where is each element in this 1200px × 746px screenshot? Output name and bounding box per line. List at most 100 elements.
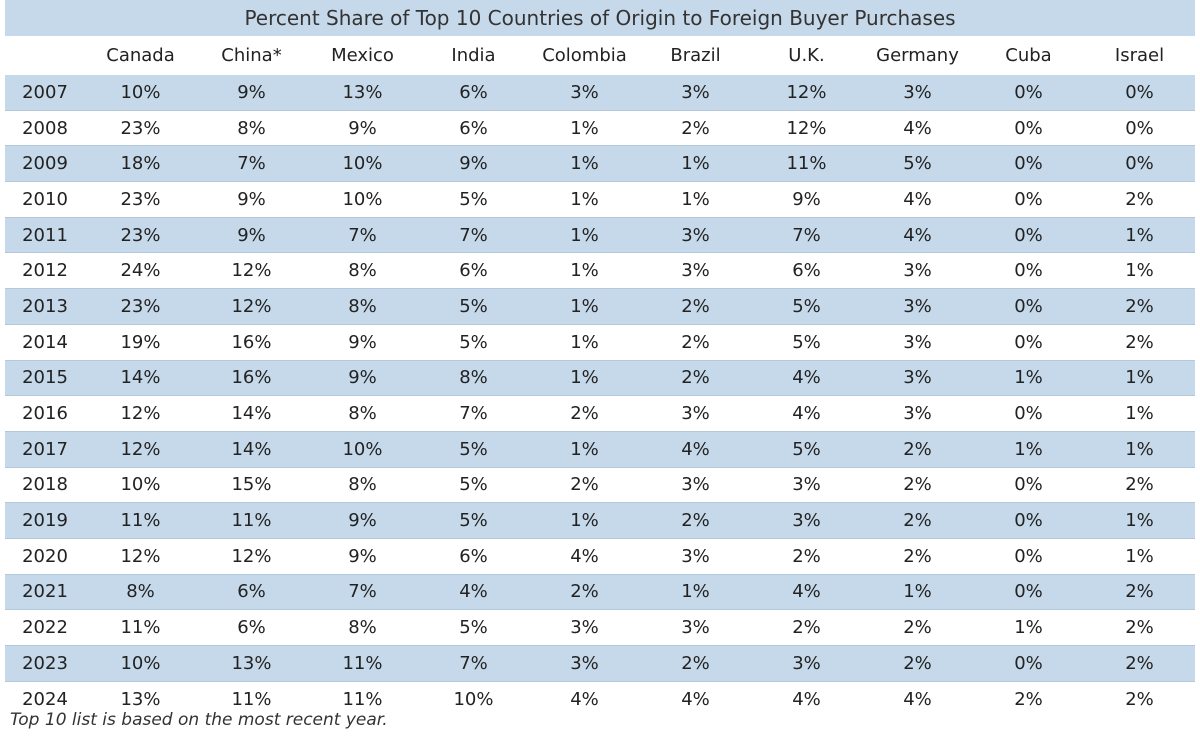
year-cell: 2018 xyxy=(5,467,85,504)
value-cell: 2% xyxy=(640,645,751,682)
value-cell: 6% xyxy=(751,252,862,290)
value-cell: 2% xyxy=(862,538,973,575)
table-row: 2023 10% 13% 11% 7% 3% 2% 3% 2% 0% 2% xyxy=(5,645,1195,682)
value-cell: 2% xyxy=(1084,181,1195,218)
table-row: 2010 23% 9% 10% 5% 1% 1% 9% 4% 0% 2% xyxy=(5,181,1195,218)
value-cell: 1% xyxy=(529,252,640,290)
value-cell: 10% xyxy=(85,467,196,504)
value-cell: 9% xyxy=(307,324,418,361)
header-cell-u-k: U.K. xyxy=(751,36,862,75)
value-cell: 0% xyxy=(973,288,1084,325)
value-cell: 8% xyxy=(307,467,418,504)
value-cell: 2% xyxy=(862,431,973,468)
value-cell: 23% xyxy=(85,288,196,325)
value-cell: 3% xyxy=(862,395,973,432)
header-cell-india: India xyxy=(418,36,529,75)
value-cell: 9% xyxy=(418,145,529,183)
value-cell: 0% xyxy=(973,217,1084,254)
value-cell: 2% xyxy=(862,645,973,682)
value-cell: 9% xyxy=(196,75,307,111)
year-cell: 2022 xyxy=(5,609,85,646)
value-cell: 5% xyxy=(418,609,529,646)
value-cell: 1% xyxy=(640,574,751,611)
value-cell: 3% xyxy=(529,75,640,111)
value-cell: 1% xyxy=(529,431,640,468)
value-cell: 1% xyxy=(1084,217,1195,254)
value-cell: 12% xyxy=(751,110,862,147)
value-cell: 2% xyxy=(529,467,640,504)
value-cell: 11% xyxy=(196,502,307,539)
value-cell: 3% xyxy=(640,252,751,290)
year-cell: 2017 xyxy=(5,431,85,468)
value-cell: 11% xyxy=(307,681,418,717)
value-cell: 0% xyxy=(973,502,1084,539)
value-cell: 4% xyxy=(640,681,751,717)
value-cell: 10% xyxy=(85,645,196,682)
header-cell-china: China* xyxy=(196,36,307,75)
table-row: 2009 18% 7% 10% 9% 1% 1% 11% 5% 0% 0% xyxy=(5,145,1195,183)
value-cell: 4% xyxy=(751,395,862,432)
value-cell: 7% xyxy=(751,217,862,254)
value-cell: 1% xyxy=(529,110,640,147)
value-cell: 1% xyxy=(862,574,973,611)
value-cell: 4% xyxy=(862,681,973,717)
value-cell: 8% xyxy=(85,574,196,611)
value-cell: 1% xyxy=(1084,360,1195,397)
data-table-container: Canada China* Mexico India Colombia Brazil U.K… xyxy=(5,36,1195,717)
value-cell: 2% xyxy=(640,110,751,147)
value-cell: 3% xyxy=(640,75,751,111)
value-cell: 5% xyxy=(418,502,529,539)
year-cell: 2020 xyxy=(5,538,85,575)
year-cell: 2007 xyxy=(5,75,85,111)
value-cell: 1% xyxy=(973,609,1084,646)
value-cell: 1% xyxy=(529,324,640,361)
value-cell: 0% xyxy=(973,75,1084,111)
value-cell: 6% xyxy=(196,609,307,646)
value-cell: 8% xyxy=(196,110,307,147)
value-cell: 4% xyxy=(751,360,862,397)
value-cell: 3% xyxy=(529,609,640,646)
value-cell: 7% xyxy=(418,645,529,682)
year-cell: 2021 xyxy=(5,574,85,611)
value-cell: 2% xyxy=(1084,324,1195,361)
value-cell: 3% xyxy=(640,217,751,254)
value-cell: 1% xyxy=(640,181,751,218)
value-cell: 10% xyxy=(418,681,529,717)
header-cell-canada: Canada xyxy=(85,36,196,75)
value-cell: 5% xyxy=(418,288,529,325)
value-cell: 4% xyxy=(862,110,973,147)
table-row: 2021 8% 6% 7% 4% 2% 1% 4% 1% 0% 2% xyxy=(5,574,1195,611)
table-row: 2019 11% 11% 9% 5% 1% 2% 3% 2% 0% 1% xyxy=(5,502,1195,539)
value-cell: 4% xyxy=(862,217,973,254)
header-cell-israel: Israel xyxy=(1084,36,1195,75)
value-cell: 12% xyxy=(85,538,196,575)
value-cell: 4% xyxy=(751,681,862,717)
table-row: 2013 23% 12% 8% 5% 1% 2% 5% 3% 0% 2% xyxy=(5,288,1195,325)
year-cell: 2014 xyxy=(5,324,85,361)
table-title: Percent Share of Top 10 Countries of Ori… xyxy=(5,0,1195,36)
value-cell: 16% xyxy=(196,360,307,397)
value-cell: 1% xyxy=(529,217,640,254)
table-row: 2018 10% 15% 8% 5% 2% 3% 3% 2% 0% 2% xyxy=(5,467,1195,504)
value-cell: 8% xyxy=(307,252,418,290)
value-cell: 10% xyxy=(307,431,418,468)
value-cell: 23% xyxy=(85,217,196,254)
value-cell: 8% xyxy=(307,395,418,432)
value-cell: 0% xyxy=(973,181,1084,218)
value-cell: 3% xyxy=(640,395,751,432)
value-cell: 5% xyxy=(751,431,862,468)
value-cell: 2% xyxy=(862,502,973,539)
table-row: 2017 12% 14% 10% 5% 1% 4% 5% 2% 1% 1% xyxy=(5,431,1195,468)
value-cell: 0% xyxy=(973,252,1084,290)
value-cell: 9% xyxy=(196,181,307,218)
header-row: Canada China* Mexico India Colombia Brazil U.K… xyxy=(5,36,1195,75)
value-cell: 18% xyxy=(85,145,196,183)
value-cell: 5% xyxy=(751,288,862,325)
footnote: Top 10 list is based on the most recent … xyxy=(10,710,388,730)
value-cell: 6% xyxy=(418,252,529,290)
value-cell: 9% xyxy=(307,360,418,397)
value-cell: 12% xyxy=(196,288,307,325)
value-cell: 3% xyxy=(640,538,751,575)
value-cell: 14% xyxy=(196,431,307,468)
header-cell-mexico: Mexico xyxy=(307,36,418,75)
